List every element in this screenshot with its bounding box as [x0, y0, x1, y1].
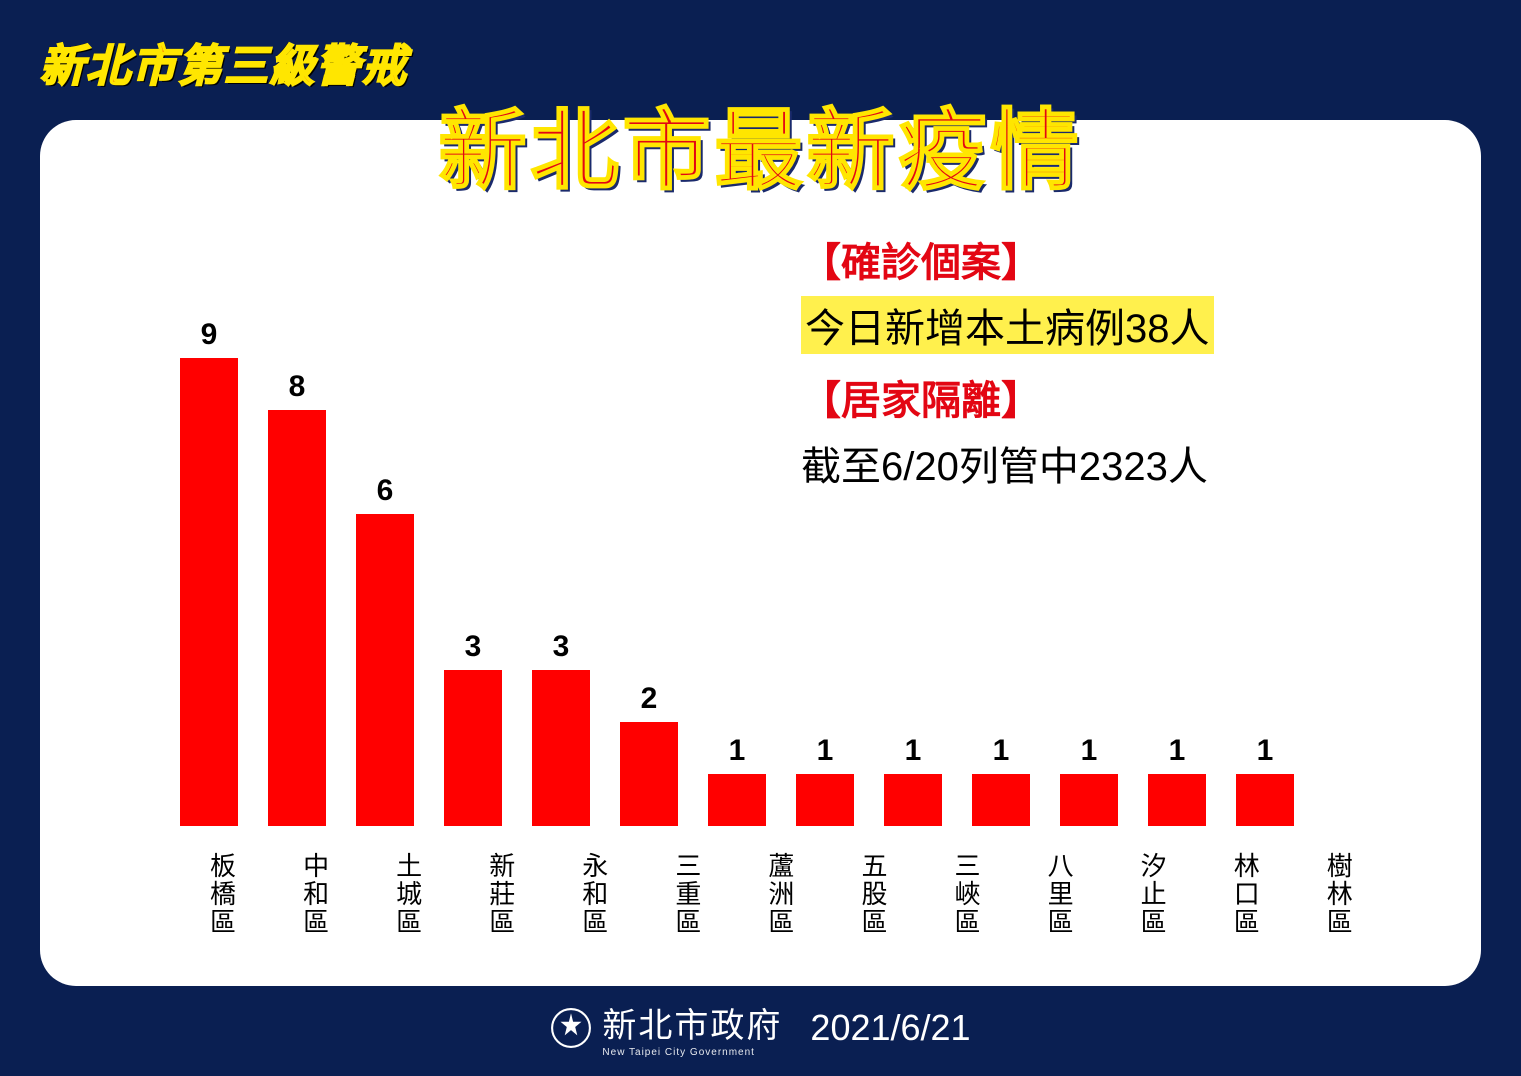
bar-col: 1	[708, 734, 766, 826]
bar-rect	[620, 722, 678, 826]
bar-value-label: 1	[1169, 734, 1186, 768]
bar-category-label: 汐止區	[1113, 852, 1171, 936]
bar-col: 1	[796, 734, 854, 826]
bar-col: 8	[268, 370, 326, 826]
bar-value-label: 1	[817, 734, 834, 768]
bar-value-label: 9	[201, 318, 218, 352]
bar-rect	[884, 774, 942, 826]
gov-logo: 新北市政府 New Taipei City Government	[550, 998, 782, 1058]
bar-col: 1	[884, 734, 942, 826]
bar-value-label: 3	[465, 630, 482, 664]
bar-rect	[1236, 774, 1294, 826]
bar-value-label: 1	[993, 734, 1010, 768]
bar-category-label: 八里區	[1020, 852, 1078, 936]
bar-category-label: 三重區	[648, 852, 706, 936]
bar-category-label: 林口區	[1206, 852, 1264, 936]
bar-col: 2	[620, 682, 678, 826]
bar-value-label: 8	[289, 370, 306, 404]
bar-value-label: 6	[377, 474, 394, 508]
bar-category-label: 永和區	[555, 852, 613, 936]
bar-category-label: 土城區	[369, 852, 427, 936]
city-seal-icon	[550, 1007, 592, 1049]
gov-name-cn: 新北市政府	[602, 998, 782, 1047]
bar-rect	[180, 358, 238, 826]
bar-rect	[1148, 774, 1206, 826]
bar-rect	[972, 774, 1030, 826]
bar-value-label: 3	[553, 630, 570, 664]
bar-category-label: 中和區	[276, 852, 334, 936]
bar-rect	[1060, 774, 1118, 826]
bar-rect	[532, 670, 590, 826]
bar-category-label: 板橋區	[183, 852, 241, 936]
bar-value-label: 1	[1257, 734, 1274, 768]
bar-value-label: 1	[905, 734, 922, 768]
bar-rect	[708, 774, 766, 826]
bar-col: 3	[444, 630, 502, 826]
bar-col: 1	[1148, 734, 1206, 826]
alert-level-banner: 新北市第三級警戒	[40, 30, 408, 94]
bar-col: 1	[1060, 734, 1118, 826]
bar-category-label: 蘆洲區	[741, 852, 799, 936]
district-bar-chart: 9 8 6 3 3 2 1 1 1 1 1 1 1 板橋區中和區土城區新莊區永和區三重區蘆洲區五股區三峽…	[180, 296, 1360, 936]
bar-rect	[268, 410, 326, 826]
bar-col: 1	[972, 734, 1030, 826]
page-title: 新北市最新疫情	[438, 80, 1082, 207]
footer: 新北市政府 New Taipei City Government 2021/6/…	[0, 998, 1521, 1058]
bar-col: 9	[180, 318, 238, 826]
bar-col: 3	[532, 630, 590, 826]
bar-rect	[356, 514, 414, 826]
content-panel: 新北市最新疫情 【確診個案】 今日新增本土病例38人 【居家隔離】 截至6/20…	[40, 120, 1481, 986]
bar-category-label: 新莊區	[462, 852, 520, 936]
confirmed-cases-heading: 【確診個案】	[801, 230, 1421, 288]
bar-value-label: 1	[1081, 734, 1098, 768]
report-date: 2021/6/21	[810, 1007, 970, 1049]
gov-name-en: New Taipei City Government	[602, 1047, 782, 1058]
bar-value-label: 1	[729, 734, 746, 768]
bar-rect	[444, 670, 502, 826]
bar-category-label: 三峽區	[927, 852, 985, 936]
bar-category-label: 五股區	[834, 852, 892, 936]
bar-value-label: 2	[641, 682, 658, 716]
bar-rect	[796, 774, 854, 826]
bar-category-label: 樹林區	[1299, 852, 1357, 936]
bar-col: 6	[356, 474, 414, 826]
bar-col: 1	[1236, 734, 1294, 826]
